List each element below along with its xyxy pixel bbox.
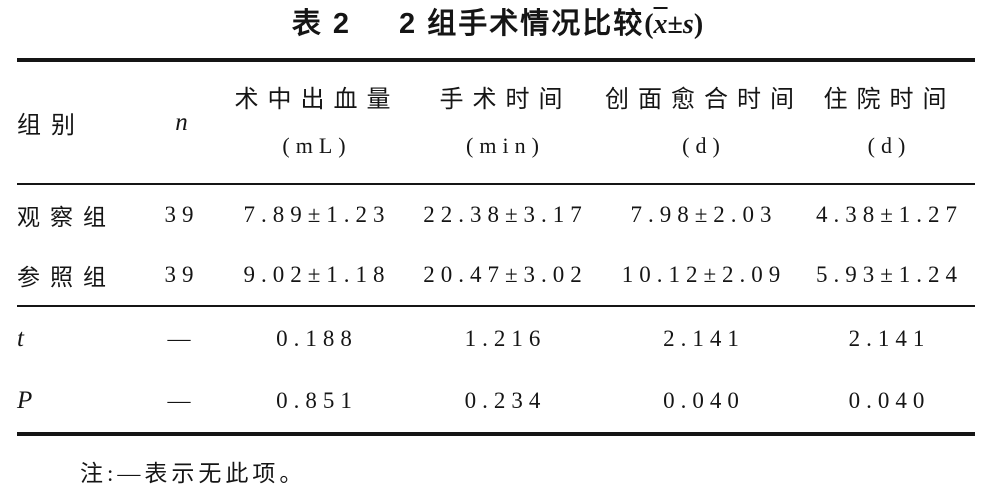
table-cell: 10.12±2.09 — [621, 262, 787, 287]
table-footnote: 注:—表示无此项。 — [80, 461, 307, 486]
table-cell: P — [17, 387, 34, 414]
table-cell: t — [17, 324, 25, 352]
header-label: 创面愈合时间 — [605, 86, 803, 113]
table-cell: 39 — [164, 202, 200, 227]
header-unit: (min) — [466, 132, 545, 158]
header-label: 住院时间 — [823, 86, 956, 113]
table-cell: 5.93±1.24 — [815, 262, 964, 287]
table-cell: — — [167, 388, 197, 413]
header-unit: (d) — [682, 132, 726, 158]
surgery-comparison-table: 组别 n 术中出血量 (mL) 手术时间 (min) 创面愈合时间 (d) 住院时间 (… — [17, 58, 975, 436]
table-title-text: 2 组手术情况比较 — [399, 8, 645, 40]
header-wound-healing-time: 创面愈合时间 (d) — [604, 60, 804, 184]
table-cell: 20.47±3.02 — [423, 262, 588, 287]
table-cell: — — [167, 325, 197, 351]
table-number: 表 2 — [291, 8, 352, 40]
table-cell: 7.89±1.23 — [243, 202, 391, 227]
table-cell: 4.38±1.27 — [815, 202, 964, 227]
header-label: n — [175, 108, 189, 136]
header-blood-loss: 术中出血量 (mL) — [227, 60, 407, 184]
header-operation-time: 手术时间 (min) — [407, 60, 604, 184]
table-header: 组别 n 术中出血量 (mL) 手术时间 (min) 创面愈合时间 (d) 住院时间 (… — [17, 60, 975, 184]
header-row: 组别 n 术中出血量 (mL) 手术时间 (min) 创面愈合时间 (d) 住院时间 (… — [17, 60, 975, 184]
paren-close: ) — [693, 9, 704, 40]
table-cell: 0.234 — [464, 388, 547, 413]
table-cell: 1.216 — [464, 325, 547, 351]
table-row-t-value: t — 0.188 1.216 2.141 2.141 — [17, 306, 975, 370]
header-group: 组别 — [17, 60, 137, 184]
table-cell: 0.188 — [276, 325, 358, 351]
table-cell: 0.040 — [663, 388, 745, 413]
table-cell: 2.141 — [848, 325, 931, 351]
plus-minus-symbol: ± — [667, 9, 683, 40]
table-row-p-value: P — 0.851 0.234 0.040 0.040 — [17, 370, 975, 434]
header-hospital-stay: 住院时间 (d) — [804, 60, 975, 184]
table-cell: 22.38±3.17 — [423, 202, 588, 227]
header-label: 手术时间 — [439, 86, 572, 113]
table-cell: 0.851 — [276, 388, 358, 413]
s-symbol: s — [682, 9, 694, 40]
table-body: 观察组 39 7.89±1.23 22.38±3.17 7.98±2.03 4.… — [17, 184, 975, 434]
table-row-reference-group: 参照组 39 9.02±1.18 20.47±3.02 10.12±2.09 5… — [17, 245, 975, 306]
table-cell: 9.02±1.18 — [243, 262, 391, 287]
xbar-symbol: x — [653, 9, 668, 40]
header-n: n — [137, 60, 227, 184]
table-cell: 39 — [164, 262, 200, 287]
table-cell: 7.98±2.03 — [630, 202, 778, 227]
header-label: 组别 — [17, 113, 85, 139]
table-cell: 2.141 — [663, 325, 745, 351]
table-cell: 参照组 — [17, 265, 116, 290]
header-label: 术中出血量 — [234, 86, 400, 113]
header-unit: (d) — [867, 132, 912, 158]
stat-notation: (x±s) — [644, 9, 703, 40]
table-cell: 观察组 — [17, 205, 116, 230]
table-caption: 表 2 2 组手术情况比较(x±s) — [0, 5, 995, 44]
paren-open: ( — [644, 9, 654, 40]
table-row-observation-group: 观察组 39 7.89±1.23 22.38±3.17 7.98±2.03 4.… — [17, 184, 975, 245]
table-cell: 0.040 — [848, 388, 931, 413]
header-unit: (mL) — [282, 132, 352, 158]
